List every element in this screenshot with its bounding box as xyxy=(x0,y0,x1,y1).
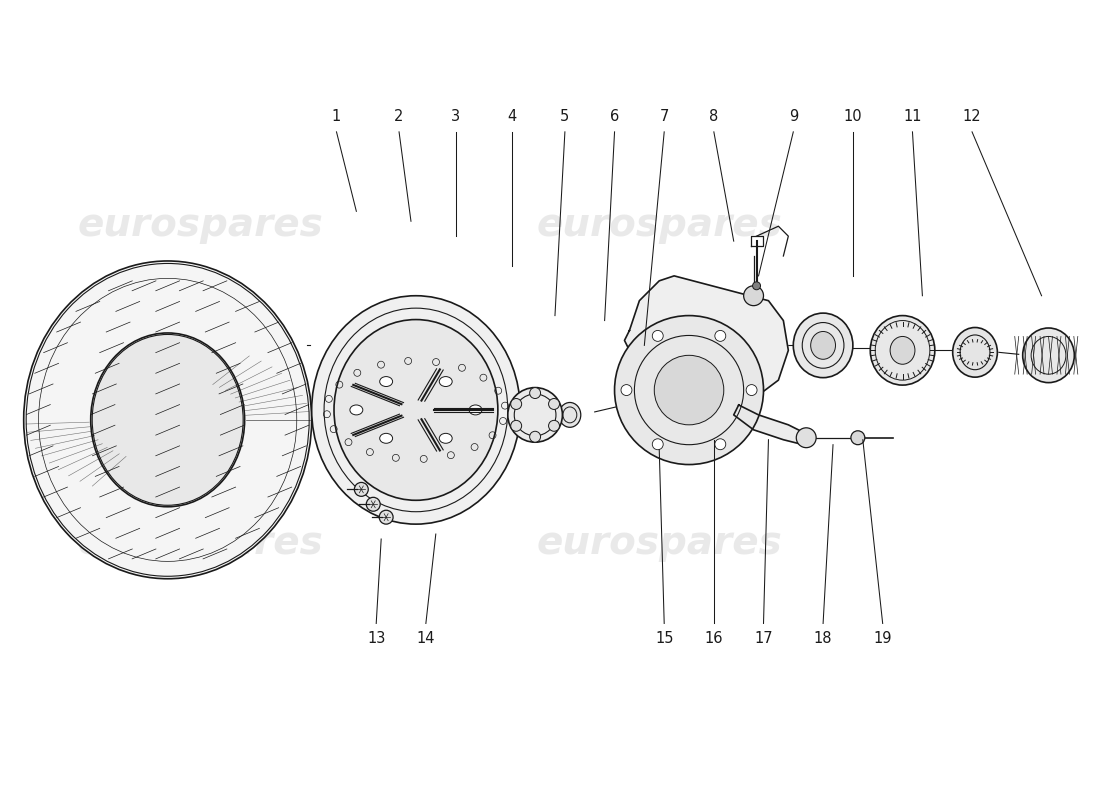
Text: 3: 3 xyxy=(451,110,460,125)
Circle shape xyxy=(746,385,757,395)
Text: 17: 17 xyxy=(755,631,773,646)
Text: 12: 12 xyxy=(962,110,981,125)
Ellipse shape xyxy=(559,402,581,427)
Text: 5: 5 xyxy=(560,110,570,125)
Ellipse shape xyxy=(793,313,853,378)
Ellipse shape xyxy=(953,327,998,377)
Circle shape xyxy=(379,510,393,524)
Text: 19: 19 xyxy=(873,631,892,646)
Polygon shape xyxy=(734,405,808,445)
Circle shape xyxy=(715,330,726,342)
Circle shape xyxy=(549,420,560,431)
Circle shape xyxy=(615,315,763,465)
Ellipse shape xyxy=(334,319,498,500)
Ellipse shape xyxy=(90,333,244,506)
Circle shape xyxy=(354,482,368,496)
Text: eurospares: eurospares xyxy=(537,206,782,244)
Circle shape xyxy=(366,498,381,511)
Circle shape xyxy=(654,355,724,425)
Ellipse shape xyxy=(379,377,393,386)
Ellipse shape xyxy=(811,331,836,359)
Text: 13: 13 xyxy=(367,631,385,646)
Circle shape xyxy=(715,438,726,450)
Ellipse shape xyxy=(439,434,452,443)
Text: 7: 7 xyxy=(660,110,669,125)
Circle shape xyxy=(752,282,760,290)
Ellipse shape xyxy=(311,296,520,524)
Text: eurospares: eurospares xyxy=(537,524,782,562)
Text: 16: 16 xyxy=(705,631,723,646)
Text: 15: 15 xyxy=(654,631,673,646)
Circle shape xyxy=(744,286,763,306)
Circle shape xyxy=(510,398,521,410)
Text: 14: 14 xyxy=(417,631,436,646)
Text: 10: 10 xyxy=(844,110,862,125)
Circle shape xyxy=(796,428,816,448)
Circle shape xyxy=(510,420,521,431)
Circle shape xyxy=(549,398,560,410)
Circle shape xyxy=(529,431,540,442)
Text: 1: 1 xyxy=(332,110,341,125)
Text: eurospares: eurospares xyxy=(78,524,323,562)
Ellipse shape xyxy=(469,405,482,415)
Text: 9: 9 xyxy=(789,110,797,125)
Text: 11: 11 xyxy=(903,110,922,125)
Ellipse shape xyxy=(890,337,915,364)
Ellipse shape xyxy=(508,387,562,442)
Ellipse shape xyxy=(439,377,452,386)
Text: 6: 6 xyxy=(609,110,619,125)
Text: 18: 18 xyxy=(814,631,833,646)
Text: eurospares: eurospares xyxy=(78,206,323,244)
Circle shape xyxy=(529,387,540,398)
Circle shape xyxy=(621,385,631,395)
Text: 4: 4 xyxy=(507,110,517,125)
Ellipse shape xyxy=(379,434,393,443)
Ellipse shape xyxy=(350,405,363,415)
Ellipse shape xyxy=(1023,328,1075,382)
Ellipse shape xyxy=(24,261,311,578)
Ellipse shape xyxy=(870,315,935,385)
Circle shape xyxy=(652,438,663,450)
Polygon shape xyxy=(625,276,789,415)
Text: 2: 2 xyxy=(395,110,404,125)
Circle shape xyxy=(652,330,663,342)
Circle shape xyxy=(851,430,865,445)
Text: 8: 8 xyxy=(710,110,718,125)
